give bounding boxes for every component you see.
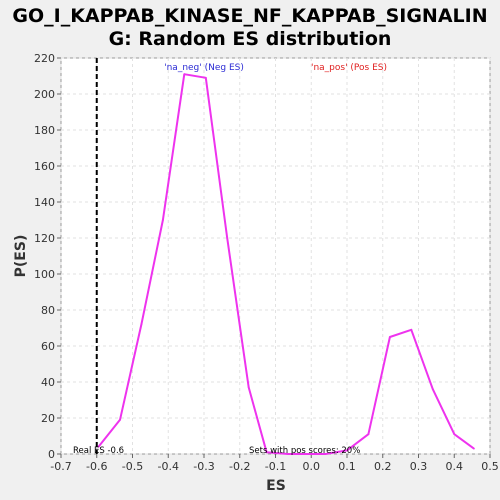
x-axis-label: ES [266,478,286,494]
series-point [324,453,327,455]
series-point [431,388,434,391]
series-point [140,323,143,326]
series-point [119,418,121,421]
series-point [473,447,475,450]
x-tick-label: -0.2 [229,460,250,473]
pos-scores-annotation: Sets with pos scores: 20% [249,446,360,456]
series-layer [95,58,475,455]
x-tick-label: 0.2 [374,460,392,473]
chart-title-line-2: G: Random ES distribution [108,28,392,50]
legend-pos-label: 'na_pos' (Pos ES) [311,63,387,73]
series-point [453,433,456,436]
y-tick-label: 200 [34,88,55,101]
series-point [346,449,348,452]
series-point [265,451,268,454]
y-tick-label: 0 [48,448,55,461]
y-tick-label: 20 [41,412,55,425]
x-tick-label: 0.3 [410,460,428,473]
y-tick-label: 180 [34,124,55,137]
y-tick-label: 60 [41,340,55,353]
x-tick-label: 0.0 [303,460,321,473]
x-tick-label: -0.4 [158,460,179,473]
legend-neg-label: 'na_neg' (Neg ES) [164,63,244,73]
chart-title-line-1: GO_I_KAPPAB_KINASE_NF_KAPPAB_SIGNALIN [12,5,488,27]
x-tick-label: -0.1 [265,460,286,473]
series-point [410,328,413,331]
y-tick-label: 160 [34,160,55,173]
series-point [161,219,164,221]
series-point [247,386,250,389]
y-tick-label: 140 [34,196,55,209]
y-tick-label: 80 [41,304,55,317]
y-tick-label: 100 [34,268,55,281]
grid-layer [60,57,491,455]
y-tick-label: 40 [41,376,55,389]
real-es-annotation: Real ES -0.6 [73,446,124,456]
x-tick-label: -0.7 [50,460,71,473]
y-axis-label: P(ES) [13,235,29,278]
x-tick-label: -0.3 [193,460,214,473]
y-tick-label: 220 [34,52,55,65]
y-tick-label: 120 [34,232,55,245]
x-tick-label: 0.4 [446,460,464,473]
x-tick-label: -0.5 [122,460,143,473]
x-tick-label: -0.6 [86,460,107,473]
tick-layer: -0.7 -0.6 -0.5 -0.4 -0.3 -0.2 -0.1 0.0 0.1 0.2 0.3… [34,52,499,473]
series-point [367,433,370,436]
series-point [97,445,100,448]
x-tick-label: 0.5 [481,460,499,473]
series-point [183,73,186,76]
series-point [226,237,229,239]
series-point [204,76,207,79]
series-point [287,453,289,455]
series-point [310,453,313,455]
series-point [389,336,391,338]
x-tick-label: 0.1 [338,460,356,473]
